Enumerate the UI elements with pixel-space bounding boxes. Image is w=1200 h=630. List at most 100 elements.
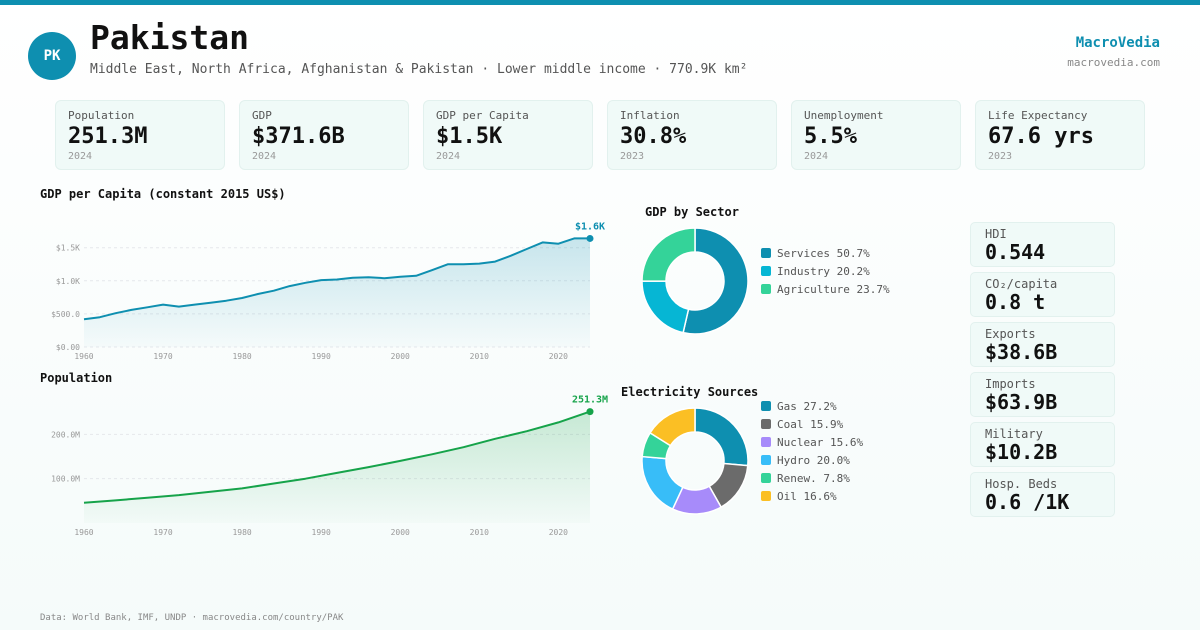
legend-item: Industry 20.2% xyxy=(761,262,890,280)
stat-year: 2024 xyxy=(68,151,93,162)
stat-card-inflation: Inflation 30.8% 2023 xyxy=(607,100,777,170)
series-line xyxy=(83,237,590,321)
side-label: Imports xyxy=(985,377,1036,391)
x-tick-label: 2010 xyxy=(470,528,489,537)
population-chart-title: Population xyxy=(40,371,113,385)
stat-value: $1.5K xyxy=(436,124,503,149)
x-tick-label: 1980 xyxy=(232,352,251,361)
legend-label: Oil 16.6% xyxy=(777,489,837,503)
gdp-sector-legend: Services 50.7% Industry 20.2% Agriculture … xyxy=(761,244,890,298)
stat-label: Life Expectancy xyxy=(988,109,1088,122)
end-value-label: $1.6K xyxy=(575,221,605,232)
side-card-hospital-beds: Hosp. Beds 0.6 /1K xyxy=(970,472,1115,517)
electricity-chart-title: Electricity Sources xyxy=(621,385,759,399)
legend-swatch xyxy=(761,401,771,411)
stat-label: Unemployment xyxy=(804,109,884,122)
side-label: HDI xyxy=(985,227,1007,241)
stat-card-life-expectancy: Life Expectancy 67.6 yrs 2023 xyxy=(975,100,1145,170)
top-accent-bar xyxy=(0,0,1200,5)
legend-item: Renew. 7.8% xyxy=(761,469,863,487)
gdp-per-capita-chart-title: GDP per Capita (constant 2015 US$) xyxy=(40,187,286,201)
country-subtitle: Middle East, North Africa, Afghanistan &… xyxy=(90,62,748,77)
series-area xyxy=(84,411,590,523)
side-label: Exports xyxy=(985,327,1036,341)
x-tick-label: 1960 xyxy=(74,528,93,537)
stat-value: 5.5% xyxy=(804,124,857,149)
stat-card-population: Population 251.3M 2024 xyxy=(55,100,225,170)
brand-url[interactable]: macrovedia.com xyxy=(1067,56,1160,69)
side-value: $10.2B xyxy=(985,440,1058,464)
stat-value: $371.6B xyxy=(252,124,345,149)
stat-card-gdp-per-capita: GDP per Capita $1.5K 2024 xyxy=(423,100,593,170)
x-tick-label: 2010 xyxy=(470,352,489,361)
y-tick-label: $1.5K xyxy=(56,244,80,253)
legend-label: Renew. 7.8% xyxy=(777,471,850,485)
data-source-footer: Data: World Bank, IMF, UNDP · macrovedia… xyxy=(40,613,344,623)
gdp-per-capita-chart: $0.00 $500.0 $1.0K $1.5K 1960 1970 1980 1990 200… xyxy=(51,221,605,361)
electricity-legend: Gas 27.2% Coal 15.9% Nuclear 15.6% Hydro 20… xyxy=(761,397,863,505)
stat-label: GDP per Capita xyxy=(436,109,529,122)
side-card-imports: Imports $63.9B xyxy=(970,372,1115,417)
y-tick-label: $0.00 xyxy=(56,343,80,352)
x-tick-label: 2020 xyxy=(549,352,568,361)
y-tick-label: 100.0M xyxy=(51,475,80,484)
side-value: 0.6 /1K xyxy=(985,490,1070,514)
side-value: $63.9B xyxy=(985,390,1058,414)
legend-swatch xyxy=(761,491,771,501)
x-tick-label: 1990 xyxy=(312,528,331,537)
electricity-donut xyxy=(641,407,749,515)
legend-label: Agriculture 23.7% xyxy=(777,282,890,296)
legend-swatch xyxy=(761,455,771,465)
legend-item: Hydro 20.0% xyxy=(761,451,863,469)
stat-card-unemployment: Unemployment 5.5% 2024 xyxy=(791,100,961,170)
gdp-sector-donut xyxy=(641,227,749,335)
gdp-sector-chart-title: GDP by Sector xyxy=(645,205,739,219)
country-code-badge: PK xyxy=(28,32,76,80)
side-card-exports: Exports $38.6B xyxy=(970,322,1115,367)
stat-year: 2024 xyxy=(804,151,829,162)
legend-item: Agriculture 23.7% xyxy=(761,280,890,298)
series-line xyxy=(83,410,591,504)
donut-slice-hydro xyxy=(641,455,684,511)
brand-name[interactable]: MacroVedia xyxy=(1075,35,1160,51)
stat-value: 251.3M xyxy=(68,124,148,149)
legend-swatch xyxy=(761,437,771,447)
legend-swatch xyxy=(761,284,771,294)
stat-label: Population xyxy=(68,109,135,122)
legend-label: Gas 27.2% xyxy=(777,399,837,413)
stat-year: 2024 xyxy=(252,151,277,162)
stat-label: Inflation xyxy=(620,109,680,122)
legend-item: Services 50.7% xyxy=(761,244,890,262)
side-value: 0.8 t xyxy=(985,290,1046,314)
side-card-hdi: HDI 0.544 xyxy=(970,222,1115,267)
donut-slice-services xyxy=(682,227,749,335)
y-tick-label: $1.0K xyxy=(56,277,80,286)
donut-slice-industry xyxy=(641,280,690,334)
legend-swatch xyxy=(761,419,771,429)
stat-card-gdp: GDP $371.6B 2024 xyxy=(239,100,409,170)
x-tick-label: 1960 xyxy=(74,352,93,361)
legend-swatch xyxy=(761,266,771,276)
legend-label: Nuclear 15.6% xyxy=(777,435,864,449)
end-point xyxy=(586,408,594,416)
donut-slice-agriculture xyxy=(641,227,696,282)
y-tick-label: 200.0M xyxy=(51,430,80,439)
legend-item: Nuclear 15.6% xyxy=(761,433,863,451)
side-label: CO₂/capita xyxy=(985,277,1058,291)
series-area xyxy=(84,238,590,347)
legend-item: Coal 15.9% xyxy=(761,415,863,433)
x-tick-label: 1990 xyxy=(312,352,331,361)
side-label: Military xyxy=(985,427,1043,441)
donut-slice-gas xyxy=(694,407,749,467)
legend-swatch xyxy=(761,248,771,258)
legend-label: Coal 15.9% xyxy=(777,417,844,431)
side-card-co2: CO₂/capita 0.8 t xyxy=(970,272,1115,317)
donut-slice-oil xyxy=(649,407,696,447)
legend-label: Services 50.7% xyxy=(777,246,870,260)
legend-swatch xyxy=(761,473,771,483)
x-tick-label: 2020 xyxy=(549,528,568,537)
end-value-label: 251.3M xyxy=(572,395,608,406)
legend-label: Industry 20.2% xyxy=(777,264,870,278)
stat-year: 2023 xyxy=(988,151,1013,162)
side-value: 0.544 xyxy=(985,240,1046,264)
